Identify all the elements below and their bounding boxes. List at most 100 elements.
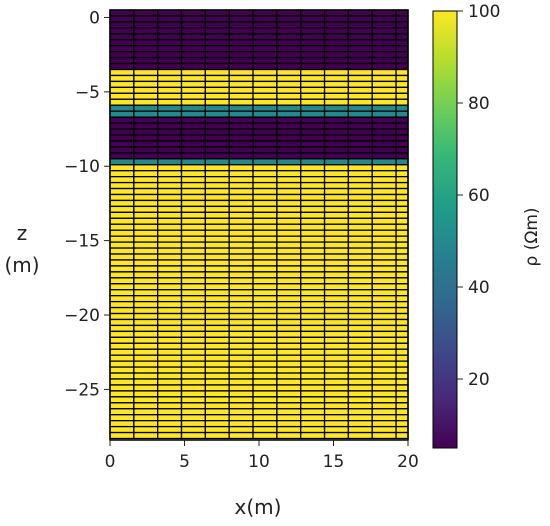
mesh-cell <box>395 146 409 154</box>
mesh-cell <box>228 289 254 297</box>
mesh-cell <box>204 312 230 321</box>
mesh-cell <box>180 193 207 202</box>
mesh-cell <box>276 175 302 184</box>
mesh-cell <box>228 51 254 59</box>
mesh-cell <box>347 86 373 94</box>
mesh-cell <box>347 45 373 53</box>
mesh-cell <box>371 51 397 59</box>
mesh-cell <box>252 283 278 291</box>
mesh-cell <box>395 277 409 285</box>
mesh-cell <box>109 68 135 77</box>
mesh-cell <box>228 390 254 398</box>
mesh-cell <box>395 86 409 94</box>
mesh-cell <box>180 235 207 243</box>
mesh-cell <box>157 193 183 202</box>
mesh-cell <box>276 74 302 83</box>
mesh-cell <box>204 372 230 380</box>
mesh-cell <box>276 158 302 166</box>
mesh-cell <box>276 128 302 136</box>
mesh-cell <box>180 223 207 231</box>
mesh-cell <box>347 104 373 112</box>
mesh-cell <box>323 199 350 208</box>
mesh-cell <box>204 205 230 213</box>
mesh-cell <box>133 354 159 362</box>
mesh-cell <box>228 253 254 261</box>
mesh-cell <box>323 425 350 434</box>
mesh-cell <box>204 122 230 130</box>
mesh-cell <box>395 122 409 130</box>
mesh-cell <box>228 86 254 94</box>
mesh-cell <box>276 354 302 362</box>
mesh-cell <box>371 187 397 196</box>
mesh-cell <box>252 116 278 124</box>
mesh-cell <box>109 414 135 422</box>
mesh-cell <box>276 9 302 17</box>
mesh-cell <box>109 300 135 309</box>
mesh-cell <box>133 300 159 309</box>
mesh-cell <box>157 15 183 23</box>
mesh-cell <box>204 277 230 285</box>
mesh-cell <box>109 336 135 344</box>
mesh-cell <box>204 271 230 279</box>
mesh-cell <box>180 241 207 249</box>
mesh-cell <box>180 390 207 398</box>
mesh-cell <box>276 408 302 416</box>
mesh-cell <box>228 9 254 17</box>
mesh-cell <box>371 98 397 106</box>
mesh-cell <box>133 193 159 202</box>
mesh-cell <box>347 175 373 184</box>
mesh-cell <box>228 45 254 53</box>
mesh-cell <box>300 15 326 23</box>
mesh-cell <box>228 402 254 410</box>
mesh-cell <box>157 420 183 428</box>
mesh-cell <box>347 324 373 333</box>
mesh-cell <box>109 223 135 231</box>
mesh-cell <box>180 86 207 94</box>
mesh-cell <box>133 431 159 440</box>
mesh-cell <box>347 289 373 297</box>
mesh-cell <box>228 211 254 219</box>
mesh-cell <box>323 378 350 386</box>
mesh-cell <box>371 295 397 303</box>
mesh-cell <box>109 211 135 219</box>
mesh-cell <box>133 181 159 190</box>
mesh-cell <box>228 21 254 29</box>
mesh-cell <box>300 164 326 172</box>
mesh-cell <box>180 259 207 267</box>
mesh-cell <box>180 128 207 136</box>
mesh-cell <box>276 300 302 309</box>
mesh-cell <box>347 235 373 243</box>
mesh-cell <box>371 259 397 267</box>
mesh-cell <box>252 74 278 83</box>
mesh-cell <box>109 122 135 130</box>
mesh-cell <box>252 68 278 77</box>
mesh-cell <box>395 98 409 106</box>
y-tick-label: 0 <box>89 8 100 28</box>
mesh-cell <box>228 384 254 392</box>
x-axis-label: x(m) <box>235 495 282 519</box>
mesh-cell <box>180 146 207 154</box>
mesh-cell <box>276 211 302 219</box>
mesh-cell <box>300 342 326 350</box>
mesh-cell <box>395 378 409 386</box>
mesh-cell <box>276 217 302 225</box>
mesh-cell <box>371 420 397 428</box>
mesh-cell <box>228 330 254 338</box>
mesh-cell <box>204 193 230 202</box>
mesh-cell <box>157 74 183 83</box>
mesh-cell <box>347 98 373 106</box>
mesh-cell <box>252 146 278 154</box>
mesh-cell <box>323 164 350 172</box>
mesh-cell <box>347 247 373 255</box>
mesh-cell <box>157 289 183 297</box>
mesh-cell <box>157 342 183 350</box>
mesh-cell <box>323 56 350 65</box>
mesh-cell <box>347 122 373 130</box>
mesh-cell <box>276 92 302 100</box>
mesh-cell <box>109 181 135 190</box>
mesh-cell <box>133 235 159 243</box>
mesh-cell <box>157 205 183 213</box>
mesh-cell <box>371 116 397 124</box>
mesh-cell <box>133 408 159 416</box>
mesh-cell <box>347 354 373 362</box>
